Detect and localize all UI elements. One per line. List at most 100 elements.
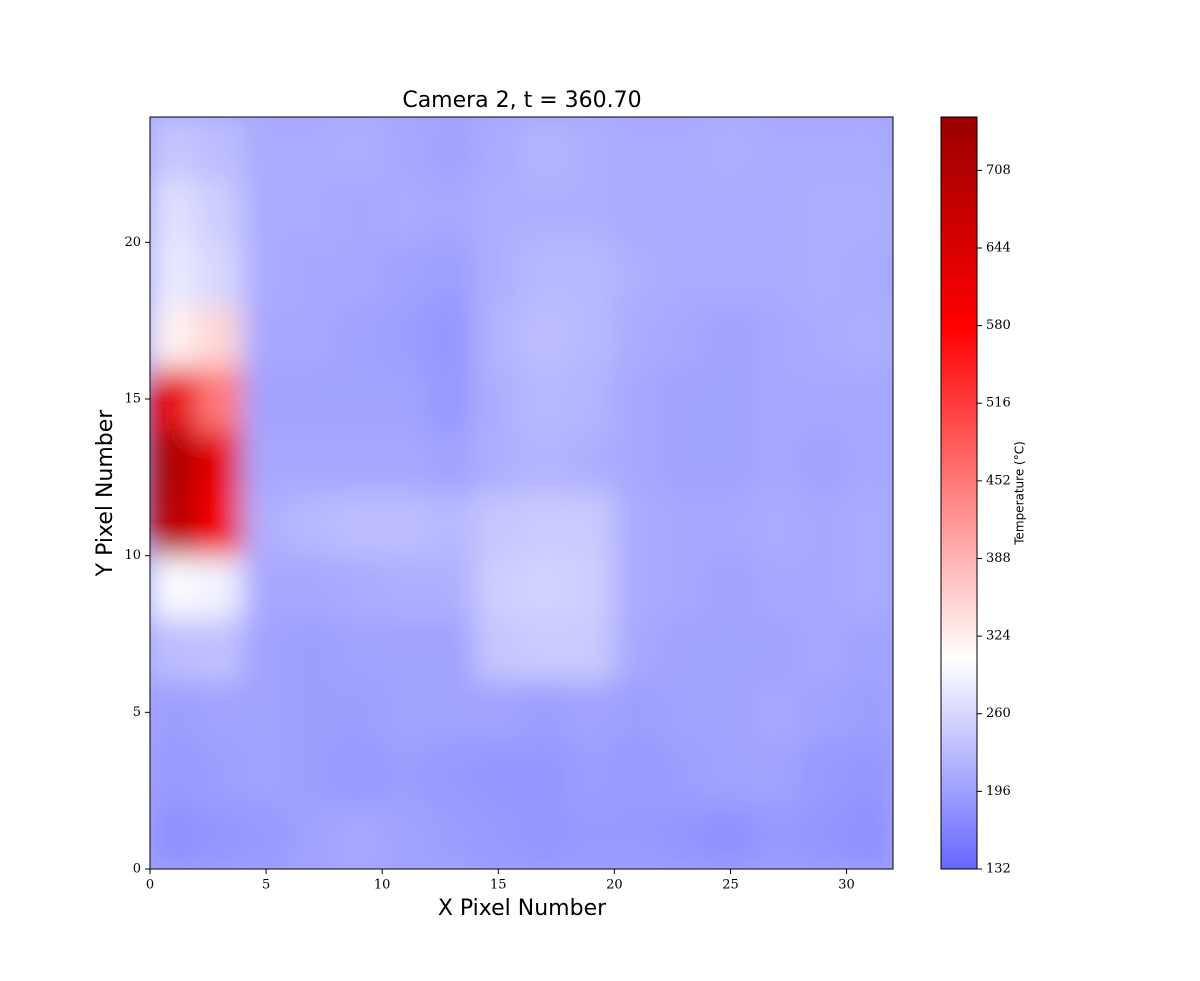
heatmap-cell bbox=[846, 680, 893, 745]
colorbar-tick-label: 708 bbox=[986, 163, 1011, 178]
heatmap-cell bbox=[150, 492, 197, 557]
heatmap-cell bbox=[521, 429, 569, 494]
colorbar-tick-label: 196 bbox=[986, 784, 1011, 799]
x-tick-label: 10 bbox=[374, 878, 391, 893]
heatmap-cell bbox=[660, 743, 708, 807]
heatmap-cell bbox=[799, 117, 848, 181]
heatmap-cell bbox=[660, 555, 708, 619]
colorbar-tick-label: 452 bbox=[986, 473, 1011, 488]
heatmap-cell bbox=[753, 117, 801, 181]
heatmap-cell bbox=[613, 367, 662, 431]
heatmap-cell bbox=[521, 492, 569, 557]
heatmap-cell bbox=[288, 617, 337, 682]
heatmap-cell bbox=[846, 304, 893, 369]
heatmap-cell bbox=[799, 367, 848, 431]
y-tick-label: 20 bbox=[124, 235, 141, 250]
heatmap-cell bbox=[195, 304, 244, 369]
heatmap-cell bbox=[428, 367, 476, 431]
heatmap-cell bbox=[474, 367, 522, 431]
heatmap-cell bbox=[242, 241, 290, 306]
x-tick-label: 5 bbox=[262, 878, 270, 893]
heatmap-cell bbox=[567, 241, 615, 306]
heatmap-cell bbox=[288, 805, 337, 869]
heatmap-cell bbox=[195, 492, 244, 557]
heatmap-cell bbox=[799, 304, 848, 369]
heatmap-cell bbox=[753, 492, 801, 557]
heatmap-cell bbox=[288, 241, 337, 306]
heatmap-cell bbox=[567, 117, 615, 181]
heatmap-cell bbox=[799, 743, 848, 807]
heatmap-cell bbox=[567, 617, 615, 682]
heatmap-cell bbox=[753, 680, 801, 745]
heatmap-cell bbox=[381, 555, 430, 619]
heatmap-cell bbox=[660, 367, 708, 431]
heatmap-cell bbox=[613, 304, 662, 369]
colorbar-tick-label: 516 bbox=[986, 396, 1011, 411]
heatmap-cell bbox=[521, 304, 569, 369]
y-tick-label: 0 bbox=[133, 862, 141, 877]
colorbar-tick-label: 644 bbox=[986, 240, 1011, 255]
heatmap-cell bbox=[660, 304, 708, 369]
heatmap-cell bbox=[150, 241, 197, 306]
heatmap-cell bbox=[150, 680, 197, 745]
heatmap-cell bbox=[474, 304, 522, 369]
heatmap-cell bbox=[474, 680, 522, 745]
heatmap-cell bbox=[195, 117, 244, 181]
heatmap-cell bbox=[521, 367, 569, 431]
heatmap-cell bbox=[150, 117, 197, 181]
heatmap-cell bbox=[706, 805, 755, 869]
heatmap-cell bbox=[753, 617, 801, 682]
y-tick-label: 5 bbox=[133, 705, 141, 720]
heatmap-cell bbox=[195, 241, 244, 306]
heatmap-cell bbox=[846, 492, 893, 557]
colorbar-tick-label: 580 bbox=[986, 318, 1011, 333]
heatmap-cell bbox=[567, 367, 615, 431]
colorbar bbox=[940, 116, 978, 870]
heatmap-cell bbox=[242, 617, 290, 682]
heatmap-cell bbox=[335, 555, 383, 619]
heatmap-cell bbox=[288, 179, 337, 243]
heatmap-cell bbox=[335, 429, 383, 494]
heatmap-cell bbox=[428, 304, 476, 369]
heatmap-cell bbox=[150, 367, 197, 431]
heatmap-cell bbox=[753, 555, 801, 619]
heatmap-cell bbox=[335, 743, 383, 807]
heatmap-cell bbox=[474, 805, 522, 869]
heatmap-cell bbox=[195, 805, 244, 869]
heatmap-cell bbox=[660, 805, 708, 869]
heatmap-cell bbox=[428, 617, 476, 682]
heatmap-cell bbox=[428, 743, 476, 807]
heatmap-cell bbox=[428, 429, 476, 494]
x-tick-label: 0 bbox=[146, 878, 154, 893]
heatmap-cell bbox=[753, 367, 801, 431]
heatmap-cell bbox=[846, 367, 893, 431]
heatmap-cell bbox=[242, 805, 290, 869]
heatmap-cell bbox=[288, 680, 337, 745]
heatmap-cell bbox=[846, 617, 893, 682]
heatmap-cell bbox=[567, 680, 615, 745]
heatmap-cell bbox=[335, 617, 383, 682]
heatmap-cell bbox=[799, 429, 848, 494]
colorbar-tick-label: 260 bbox=[986, 706, 1011, 721]
heatmap-cell bbox=[706, 117, 755, 181]
heatmap-cell bbox=[799, 555, 848, 619]
heatmap-cell bbox=[428, 179, 476, 243]
plot-frame bbox=[149, 116, 894, 870]
heatmap-cell bbox=[660, 429, 708, 494]
heatmap-cell bbox=[150, 304, 197, 369]
heatmap-cell bbox=[567, 805, 615, 869]
heatmap-cell bbox=[335, 179, 383, 243]
heatmap-cell bbox=[521, 680, 569, 745]
colorbar-tick-label: 388 bbox=[986, 551, 1011, 566]
heatmap-cell bbox=[521, 117, 569, 181]
heatmap-cell bbox=[428, 492, 476, 557]
heatmap-cell bbox=[753, 743, 801, 807]
heatmap-cell bbox=[381, 367, 430, 431]
heatmap-cell bbox=[474, 617, 522, 682]
heatmap-cell bbox=[567, 429, 615, 494]
heatmap-cell bbox=[706, 680, 755, 745]
heatmap-cell bbox=[799, 805, 848, 869]
heatmap-cell bbox=[521, 555, 569, 619]
x-tick-label: 20 bbox=[606, 878, 623, 893]
